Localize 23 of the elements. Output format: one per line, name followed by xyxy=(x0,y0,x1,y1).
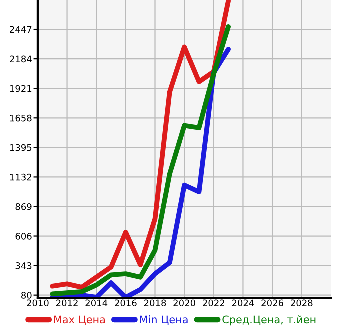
legend-label: Max Цена xyxy=(54,316,106,326)
x-tick-label: 2014 xyxy=(86,300,108,307)
y-tick-label: 1921 xyxy=(10,85,32,92)
x-tick-label: 2016 xyxy=(115,300,137,307)
x-tick-label: 2020 xyxy=(174,300,196,307)
x-tick-label: 2022 xyxy=(203,300,224,307)
x-tick-label: 2010 xyxy=(27,300,49,307)
y-tick-label: 343 xyxy=(16,262,32,270)
y-tick-label: 606 xyxy=(16,233,32,240)
y-tick-label: 869 xyxy=(16,203,32,210)
x-tick-label: 2024 xyxy=(232,300,254,307)
y-tick-label: 1395 xyxy=(10,144,32,152)
x-tick-label: 2018 xyxy=(144,300,166,307)
y-tick-label: 2184 xyxy=(10,56,32,63)
y-tick-label: 80 xyxy=(22,292,32,299)
legend-label: Min Цена xyxy=(140,316,188,326)
y-tick-label: 2447 xyxy=(10,26,32,33)
legend-label: Сред.Цена, т.йен xyxy=(222,316,316,326)
x-tick-label: 2012 xyxy=(56,300,78,307)
y-tick-label: 1658 xyxy=(10,114,32,122)
x-tick-label: 2026 xyxy=(262,300,284,307)
x-tick-label: 2028 xyxy=(291,300,313,307)
y-tick-label: 1132 xyxy=(10,174,32,181)
